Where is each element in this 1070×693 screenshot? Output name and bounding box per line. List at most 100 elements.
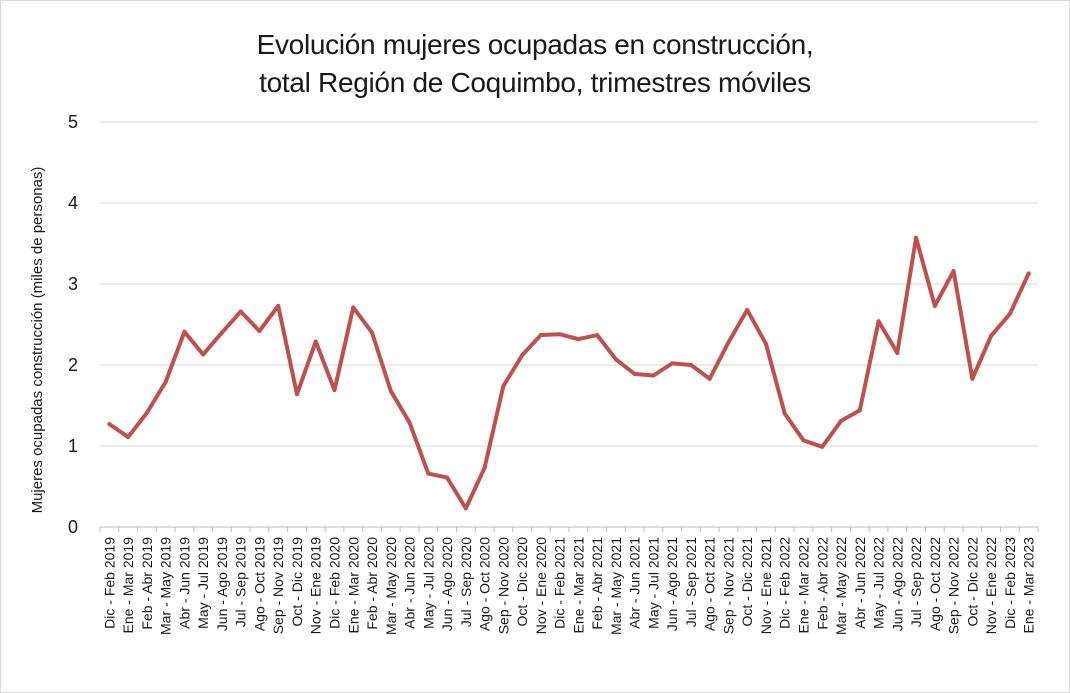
x-axis-ticks: Dic - Feb 2019 Ene - Mar 2019 Feb - Abr 20… [101, 537, 1036, 635]
x-tick-label: Abr - Jun 2020 [402, 537, 418, 629]
x-tick-label: Oct - Dic 2021 [739, 537, 755, 627]
gridlines [100, 121, 1038, 447]
series-line [107, 235, 1031, 511]
data-point [1007, 311, 1012, 316]
x-tick-label: Sep - Nov 2020 [495, 537, 511, 634]
y-tick-label: 0 [68, 517, 78, 537]
data-point [351, 305, 356, 310]
data-point [332, 388, 337, 393]
data-point [707, 376, 712, 381]
data-point [951, 269, 956, 274]
x-tick-label: Jun - Ago 2019 [214, 537, 230, 631]
data-point [745, 307, 750, 312]
x-axis [99, 526, 1039, 532]
y-tick-label: 2 [68, 355, 78, 375]
y-tick-label: 3 [68, 274, 78, 294]
x-tick-label: Ene - Mar 2019 [120, 537, 136, 634]
data-point [595, 333, 600, 338]
x-tick-label: Ene - Mar 2021 [570, 537, 586, 634]
data-point [276, 303, 281, 308]
x-tick-label: Jul - Sep 2022 [908, 537, 924, 627]
data-point [219, 330, 224, 335]
x-tick-label: Sep - Nov 2021 [720, 537, 736, 634]
x-tick-label: Mar - May 2020 [383, 537, 399, 635]
y-axis-ticks: 0 1 2 3 4 5 [68, 112, 78, 537]
data-point [839, 418, 844, 423]
y-axis-label: Mujeres ocupadas construcción (miles de … [29, 167, 46, 514]
x-tick-label: Mar - May 2019 [158, 537, 174, 635]
x-tick-label: May - Jul 2021 [645, 537, 661, 629]
x-tick-label: Jun - Ago 2020 [439, 537, 455, 631]
data-point [576, 337, 581, 342]
chart-title-line-2: total Región de Coquimbo, trimestres móv… [259, 67, 811, 98]
x-tick-label: Ago - Oct 2019 [251, 537, 267, 631]
x-tick-label: Abr - Jun 2022 [852, 537, 868, 629]
data-point [876, 319, 881, 324]
x-tick-label: Dic - Feb 2020 [327, 537, 343, 629]
x-tick-label: Ago - Oct 2021 [702, 537, 718, 631]
data-point [538, 333, 543, 338]
x-tick-label: Jul - Sep 2020 [458, 537, 474, 627]
data-point [1026, 271, 1031, 276]
x-tick-label: Sep - Nov 2022 [946, 537, 962, 634]
x-tick-label: Ene - Mar 2020 [345, 537, 361, 634]
x-tick-label: Nov - Ene 2020 [533, 537, 549, 634]
data-point [914, 235, 919, 240]
data-point [482, 465, 487, 470]
x-tick-label: Dic - Feb 2022 [777, 537, 793, 629]
data-point [820, 444, 825, 449]
data-point [782, 411, 787, 416]
data-point [726, 340, 731, 345]
data-point [651, 373, 656, 378]
data-point [970, 376, 975, 381]
series-group [107, 235, 1031, 511]
data-point [520, 353, 525, 358]
x-tick-label: Sep - Nov 2019 [270, 537, 286, 634]
x-tick-label: Abr - Jun 2021 [627, 537, 643, 629]
data-point [313, 339, 318, 344]
x-tick-label: Feb - Abr 2020 [364, 537, 380, 630]
data-point [388, 388, 393, 393]
data-point [857, 408, 862, 413]
data-point [445, 475, 450, 480]
x-tick-label: Ene - Mar 2022 [796, 537, 812, 634]
data-point [895, 350, 900, 355]
data-point [370, 330, 375, 335]
x-tick-label: Feb - Abr 2022 [814, 537, 830, 630]
x-tick-label: Jul - Sep 2019 [233, 537, 249, 627]
x-tick-label: Jun - Ago 2022 [889, 537, 905, 631]
x-tick-label: Feb - Abr 2021 [589, 537, 605, 630]
x-tick-label: Ago - Oct 2022 [927, 537, 943, 631]
y-tick-label: 4 [68, 193, 78, 213]
data-point [407, 420, 412, 425]
x-tick-label: Dic - Feb 2019 [101, 537, 117, 629]
data-point [557, 332, 562, 337]
x-tick-label: Jun - Ago 2021 [664, 537, 680, 631]
data-point [294, 392, 299, 397]
x-tick-label: Jul - Sep 2021 [683, 537, 699, 627]
data-point [613, 357, 618, 362]
x-tick-label: Feb - Abr 2019 [139, 537, 155, 630]
data-point [144, 410, 149, 415]
x-tick-label: May - Jul 2019 [195, 537, 211, 629]
y-tick-label: 1 [68, 436, 78, 456]
x-tick-label: Nov - Ene 2022 [983, 537, 999, 634]
data-point [670, 361, 675, 366]
x-tick-label: Abr - Jun 2019 [176, 537, 192, 629]
data-point [763, 341, 768, 346]
data-point [163, 380, 168, 385]
x-tick-label: Mar - May 2021 [608, 537, 624, 635]
x-tick-label: Ene - Mar 2023 [1021, 537, 1037, 634]
data-point [463, 506, 468, 511]
x-tick-label: Mar - May 2022 [833, 537, 849, 635]
y-tick-label: 5 [68, 112, 78, 132]
x-tick-label: Dic - Feb 2023 [1002, 537, 1018, 629]
data-point [989, 333, 994, 338]
x-tick-label: May - Jul 2020 [420, 537, 436, 629]
data-point [238, 309, 243, 314]
x-tick-label: Dic - Feb 2021 [552, 537, 568, 629]
data-point [632, 371, 637, 376]
x-tick-label: Nov - Ene 2021 [758, 537, 774, 634]
x-tick-label: Oct - Dic 2022 [964, 537, 980, 627]
